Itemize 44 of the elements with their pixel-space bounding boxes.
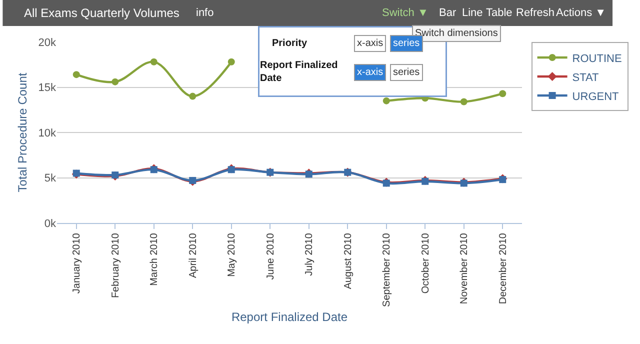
text: Bar	[439, 7, 456, 19]
x-tick-label: February 2010	[110, 232, 122, 298]
x-tick-label: April 2010	[188, 232, 199, 278]
text: Switch ▼	[382, 7, 428, 19]
point	[112, 78, 119, 86]
y-tick-label: 5k	[44, 172, 56, 185]
x-tick-label: September 2010	[382, 232, 393, 307]
point	[72, 71, 80, 78]
legend-label: ROUTINE	[572, 52, 622, 65]
chart-title: All Exams Quarterly Volumes	[24, 6, 180, 20]
y-axis-title: Total Procedure Count	[16, 72, 30, 192]
text: Table	[486, 7, 512, 19]
text: info	[196, 7, 214, 19]
point	[189, 92, 196, 100]
annotation: series	[393, 67, 420, 78]
x-tick-label: June 2010	[265, 232, 276, 280]
point	[228, 58, 235, 66]
point	[150, 58, 158, 66]
x-tick-label: October 2010	[420, 232, 432, 294]
y-tick-label: 15k	[38, 82, 56, 94]
legend-label: URGENT	[572, 90, 620, 103]
y-tick-label: 10k	[38, 127, 56, 140]
annotation: x-axis	[357, 67, 384, 78]
x-tick-label: January 2010	[72, 232, 83, 294]
text: Actions ▼	[556, 7, 606, 19]
annotation: Priority	[272, 38, 308, 49]
y-tick-label: 20k	[38, 36, 56, 49]
x-tick-label: December 2010	[498, 232, 509, 304]
point	[499, 90, 506, 98]
legend-label: STAT	[572, 72, 600, 84]
annotation: Report Finalized Date	[260, 60, 338, 84]
x-axis-title: Report Finalized Date	[231, 310, 348, 324]
text: Refresh	[516, 7, 555, 19]
x-tick-label: July 2010	[304, 232, 316, 276]
annotation: series	[393, 38, 420, 49]
x-tick-label: March 2010	[149, 232, 160, 286]
annotation: x-axis	[357, 38, 384, 49]
point	[382, 97, 390, 104]
point	[460, 98, 468, 106]
text: Line	[462, 7, 483, 19]
x-tick-label: November 2010	[459, 232, 470, 304]
y-tick-label: 0k	[44, 218, 56, 230]
x-tick-label: May 2010	[226, 232, 238, 277]
x-tick-label: August 2010	[342, 232, 354, 290]
